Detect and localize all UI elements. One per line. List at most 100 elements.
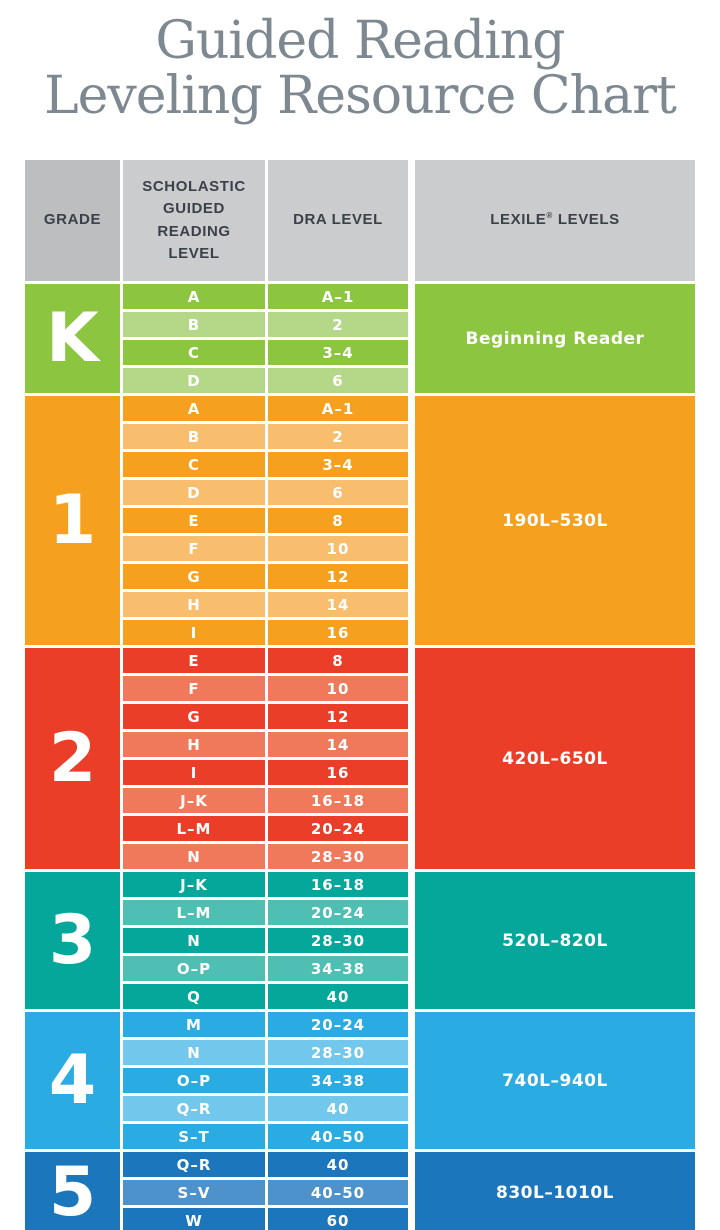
lexile-range-cell: 740L–940L (415, 1012, 695, 1149)
grade-label: 3 (48, 901, 97, 980)
dra-level-cell: 40–50 (268, 1180, 408, 1205)
dra-level-cell: 14 (268, 732, 408, 757)
grade-section-2: 2 E 8 F 10 G 12 H 14 I 16 J–K 16–18 L–M 20–24 N 28–30 420… (25, 648, 695, 869)
table-row: Q 40 (123, 984, 408, 1009)
table-row: S–V 40–50 (123, 1180, 408, 1205)
guided-reading-level-cell: O–P (123, 1068, 265, 1093)
table-row: O–P 34–38 (123, 1068, 408, 1093)
table-row: O–P 34–38 (123, 956, 408, 981)
guided-reading-level-cell: N (123, 928, 265, 953)
table-row: A A–1 (123, 284, 408, 309)
lexile-range-cell: 830L–1010L (415, 1152, 695, 1230)
dra-level-cell: 12 (268, 564, 408, 589)
guided-reading-level-cell: Q–R (123, 1096, 265, 1121)
table-row: I 16 (123, 760, 408, 785)
dra-level-cell: A–1 (268, 284, 408, 309)
dra-level-cell: 34–38 (268, 956, 408, 981)
guided-reading-level-cell: Q (123, 984, 265, 1009)
title-line-1: Guided Reading (155, 11, 565, 71)
lexile-range-cell: 420L–650L (415, 648, 695, 869)
table-row: W 60 (123, 1208, 408, 1230)
dra-level-cell: 6 (268, 480, 408, 505)
lexile-range-cell: 190L–530L (415, 396, 695, 645)
table-row: G 12 (123, 564, 408, 589)
table-row: H 14 (123, 732, 408, 757)
dra-level-cell: 40 (268, 1096, 408, 1121)
dra-level-cell: 2 (268, 312, 408, 337)
dra-level-cell: A–1 (268, 396, 408, 421)
guided-reading-level-cell: H (123, 732, 265, 757)
header-cell-guided-reading-level: SCHOLASTIC GUIDED READING LEVEL (123, 160, 265, 281)
page-title: Guided Reading Leveling Resource Chart (0, 14, 720, 123)
table-row: F 10 (123, 536, 408, 561)
header-cell-grade: GRADE (25, 160, 120, 281)
grade-section-4: 4 M 20–24 N 28–30 O–P 34–38 Q–R 40 S–T 40–50 740L–9… (25, 1012, 695, 1149)
grade-cell: 3 (25, 872, 120, 1009)
dra-level-cell: 28–30 (268, 928, 408, 953)
guided-reading-level-cell: J–K (123, 872, 265, 897)
guided-reading-level-cell: O–P (123, 956, 265, 981)
grade-label: 1 (48, 481, 97, 560)
table-row: J–K 16–18 (123, 872, 408, 897)
guided-reading-level-cell: G (123, 564, 265, 589)
grade-cell: K (25, 284, 120, 393)
guided-reading-level-cell: J–K (123, 788, 265, 813)
dra-level-cell: 28–30 (268, 844, 408, 869)
dra-level-cell: 2 (268, 424, 408, 449)
table-header-row: GRADE SCHOLASTIC GUIDED READING LEVEL DR… (25, 160, 695, 281)
level-rows: M 20–24 N 28–30 O–P 34–38 Q–R 40 S–T 40–50 (123, 1012, 408, 1149)
dra-level-cell: 3–4 (268, 340, 408, 365)
header-cell-lexile-levels: LEXILE® LEVELS (415, 160, 695, 281)
guided-reading-level-cell: N (123, 844, 265, 869)
guided-reading-level-cell: C (123, 340, 265, 365)
dra-level-cell: 16–18 (268, 788, 408, 813)
guided-reading-level-cell: L–M (123, 900, 265, 925)
guided-reading-level-cell: A (123, 396, 265, 421)
leveling-chart-table: GRADE SCHOLASTIC GUIDED READING LEVEL DR… (25, 160, 695, 1230)
guided-reading-level-cell: L–M (123, 816, 265, 841)
dra-level-cell: 20–24 (268, 816, 408, 841)
grade-label: 5 (48, 1153, 97, 1230)
dra-level-cell: 20–24 (268, 900, 408, 925)
guided-reading-level-cell: Q–R (123, 1152, 265, 1177)
table-row: Q–R 40 (123, 1152, 408, 1177)
table-row: L–M 20–24 (123, 900, 408, 925)
table-row: C 3–4 (123, 452, 408, 477)
guided-reading-level-cell: E (123, 648, 265, 673)
title-line-2: Leveling Resource Chart (44, 65, 677, 126)
table-row: A A–1 (123, 396, 408, 421)
dra-level-cell: 10 (268, 536, 408, 561)
dra-level-cell: 16–18 (268, 872, 408, 897)
grade-label: 2 (48, 719, 97, 798)
table-row: N 28–30 (123, 1040, 408, 1065)
grade-label: 4 (48, 1041, 97, 1120)
table-row: F 10 (123, 676, 408, 701)
table-row: H 14 (123, 592, 408, 617)
guided-reading-level-cell: A (123, 284, 265, 309)
level-rows: A A–1 B 2 C 3–4 D 6 E 8 F 10 G 12 H 14 I 16 (123, 396, 408, 645)
dra-level-cell: 34–38 (268, 1068, 408, 1093)
table-row: L–M 20–24 (123, 816, 408, 841)
dra-level-cell: 40 (268, 1152, 408, 1177)
level-rows: J–K 16–18 L–M 20–24 N 28–30 O–P 34–38 Q 40 (123, 872, 408, 1009)
grade-cell: 1 (25, 396, 120, 645)
dra-level-cell: 20–24 (268, 1012, 408, 1037)
dra-level-cell: 16 (268, 760, 408, 785)
dra-level-cell: 40 (268, 984, 408, 1009)
table-row: S–T 40–50 (123, 1124, 408, 1149)
dra-level-cell: 3–4 (268, 452, 408, 477)
table-row: G 12 (123, 704, 408, 729)
guided-reading-level-cell: M (123, 1012, 265, 1037)
dra-level-cell: 40–50 (268, 1124, 408, 1149)
guided-reading-level-cell: F (123, 676, 265, 701)
header-cell-dra-level: DRA LEVEL (268, 160, 408, 281)
guided-reading-level-cell: H (123, 592, 265, 617)
dra-level-cell: 10 (268, 676, 408, 701)
guided-reading-level-cell: D (123, 368, 265, 393)
grade-cell: 2 (25, 648, 120, 869)
